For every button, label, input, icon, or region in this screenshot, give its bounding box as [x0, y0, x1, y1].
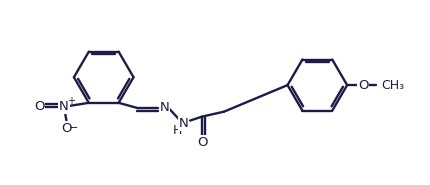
Text: N: N: [178, 117, 187, 130]
Text: O: O: [197, 136, 207, 149]
Text: CH₃: CH₃: [380, 79, 403, 92]
Text: N: N: [159, 101, 169, 114]
Text: H: H: [172, 124, 181, 137]
Text: −: −: [69, 123, 78, 133]
Text: O: O: [61, 122, 72, 135]
Text: +: +: [67, 96, 75, 106]
Text: O: O: [357, 79, 368, 92]
Text: O: O: [34, 100, 44, 113]
Text: N: N: [59, 100, 69, 113]
